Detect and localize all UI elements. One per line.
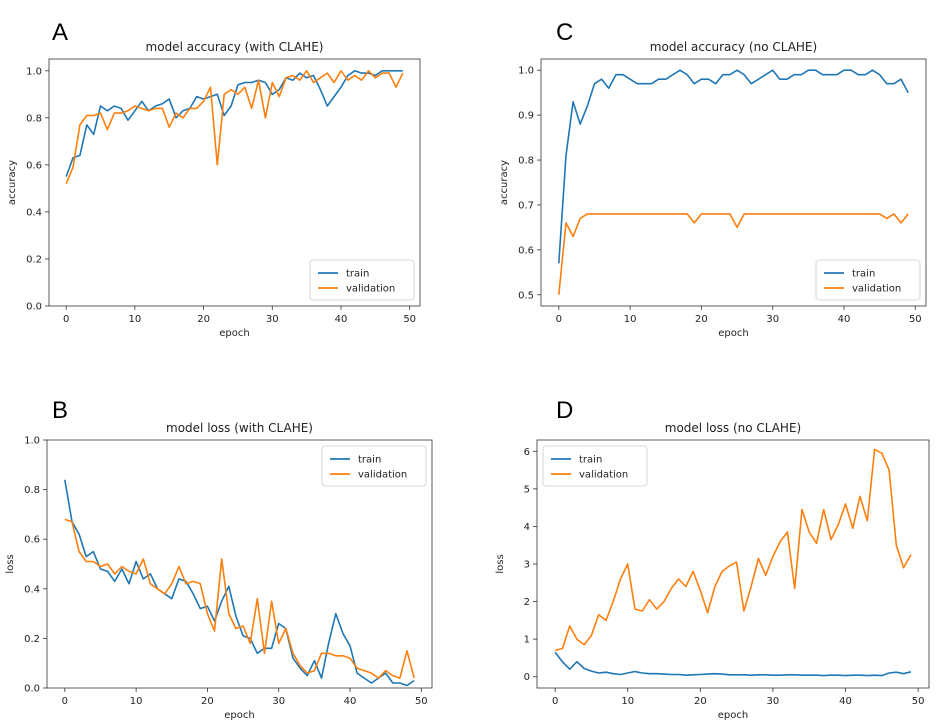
x-tick-label: 10 <box>130 696 143 707</box>
y-axis-label: accuracy <box>7 160 18 205</box>
legend-label-train: train <box>579 455 602 466</box>
x-tick-label: 0 <box>552 696 558 707</box>
y-tick-label: 0 <box>524 672 530 683</box>
y-tick-label: 0.2 <box>26 254 42 265</box>
panel-letter: A <box>52 19 68 46</box>
y-tick-label: 0.6 <box>518 245 534 256</box>
y-tick-label: 1.0 <box>26 66 42 77</box>
y-axis-label: accuracy <box>499 160 510 205</box>
legend: train validation <box>815 259 921 301</box>
y-tick-label: 0.9 <box>518 111 534 122</box>
x-tick-label: 50 <box>912 696 925 707</box>
y-tick-label: 1.0 <box>24 436 40 447</box>
legend-label-validation: validation <box>358 470 407 481</box>
y-tick-label: 0.5 <box>518 290 534 301</box>
x-tick-label: 0 <box>556 314 562 325</box>
series-line-train <box>554 651 912 677</box>
series-line-validation <box>64 518 415 679</box>
y-tick-label: 0.6 <box>24 535 40 546</box>
x-tick-label: 50 <box>909 314 922 325</box>
legend-label-validation: validation <box>852 284 901 295</box>
x-tick-label: 30 <box>766 314 779 325</box>
x-tick-label: 40 <box>838 314 851 325</box>
y-axis-label: loss <box>5 554 16 573</box>
series-line-validation <box>558 213 909 295</box>
panel-letter: B <box>52 397 68 424</box>
y-tick-label: 4 <box>524 522 530 533</box>
x-tick-label: 20 <box>197 314 210 325</box>
y-tick-label: 0.8 <box>24 485 40 496</box>
chart-title: model loss (with CLAHE) <box>166 421 313 435</box>
x-axis-label: epoch <box>718 328 748 339</box>
y-tick-label: 1 <box>524 635 530 646</box>
series-line-train <box>65 70 403 177</box>
x-tick-label: 20 <box>201 696 214 707</box>
y-tick-label: 3 <box>524 560 530 571</box>
legend-label-train: train <box>852 269 875 280</box>
legend-box <box>321 445 427 487</box>
y-tick-label: 0.0 <box>24 684 40 695</box>
x-tick-label: 10 <box>624 314 637 325</box>
x-axis-label: epoch <box>219 328 249 339</box>
legend-box <box>815 259 921 301</box>
x-tick-label: 10 <box>129 314 142 325</box>
y-tick-label: 6 <box>524 447 530 458</box>
y-tick-label: 0.8 <box>518 156 534 167</box>
x-tick-label: 50 <box>415 696 428 707</box>
chart-title: model accuracy (with CLAHE) <box>146 40 324 54</box>
x-tick-label: 10 <box>621 696 634 707</box>
y-tick-label: 0.4 <box>26 207 42 218</box>
panel-letter: D <box>556 397 573 424</box>
x-tick-label: 50 <box>403 314 416 325</box>
series-line-validation <box>554 448 912 652</box>
plot-frame <box>46 439 433 689</box>
y-tick-label: 2 <box>524 597 530 608</box>
x-tick-label: 30 <box>767 696 780 707</box>
x-tick-label: 20 <box>695 314 708 325</box>
legend-box <box>309 259 415 301</box>
x-tick-label: 40 <box>344 696 357 707</box>
x-tick-label: 0 <box>62 696 68 707</box>
y-axis-label: loss <box>495 554 506 573</box>
legend-label-train: train <box>358 455 381 466</box>
legend-label-validation: validation <box>579 470 628 481</box>
y-tick-label: 0.6 <box>26 160 42 171</box>
legend: train validation <box>542 445 648 487</box>
legend: train validation <box>309 259 415 301</box>
x-tick-label: 30 <box>266 314 279 325</box>
y-tick-label: 1.0 <box>518 66 534 77</box>
legend-label-train: train <box>346 269 369 280</box>
series-line-validation <box>65 70 404 185</box>
y-tick-label: 0.0 <box>26 302 42 313</box>
x-tick-label: 30 <box>272 696 285 707</box>
legend: train validation <box>321 445 427 487</box>
x-tick-label: 0 <box>63 314 69 325</box>
y-tick-label: 0.8 <box>26 113 42 124</box>
y-tick-label: 0.7 <box>518 200 534 211</box>
series-line-train <box>558 69 909 264</box>
x-tick-label: 20 <box>694 696 707 707</box>
plot-frame <box>48 58 421 307</box>
legend-box <box>542 445 648 487</box>
x-axis-label: epoch <box>224 710 254 721</box>
chart-title: model accuracy (no CLAHE) <box>650 40 817 54</box>
series-line-train <box>64 479 415 687</box>
y-tick-label: 0.4 <box>24 584 40 595</box>
panel-letter: C <box>556 19 573 46</box>
plot-frame <box>540 58 927 307</box>
y-tick-label: 5 <box>524 484 530 495</box>
chart-title: model loss (no CLAHE) <box>665 421 801 435</box>
x-axis-label: epoch <box>718 710 748 721</box>
x-tick-label: 40 <box>839 696 852 707</box>
x-tick-label: 40 <box>335 314 348 325</box>
legend-label-validation: validation <box>346 284 395 295</box>
y-tick-label: 0.2 <box>24 634 40 645</box>
